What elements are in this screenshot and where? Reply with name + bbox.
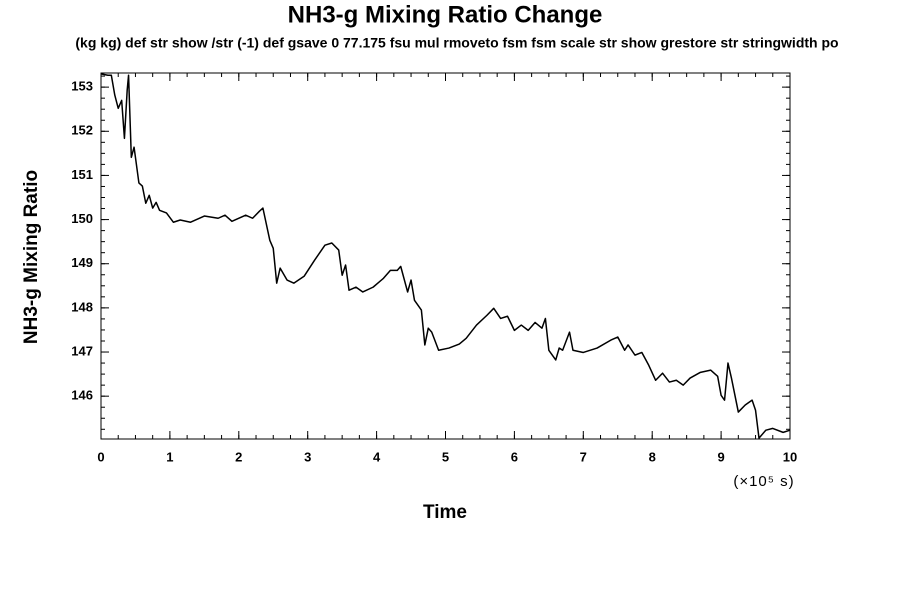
x-tick-label: 6 [511,449,518,464]
x-tick-label: 0 [97,449,104,464]
y-tick-label: 148 [71,299,93,314]
x-tick-label: 8 [649,449,656,464]
chart-subtitle: (kg kg) def str show /str (-1) def gsave… [75,35,838,51]
x-tick-label: 9 [717,449,724,464]
x-tick-label: 10 [783,449,797,464]
x-tick-label: 4 [373,449,381,464]
y-tick-label: 150 [71,211,93,226]
data-line [100,73,791,439]
y-tick-label: 146 [71,388,93,403]
x-tick-label: 5 [442,449,449,464]
chart-title: NH3-g Mixing Ratio Change [288,1,603,28]
x-tick-label: 3 [304,449,311,464]
y-tick-label: 147 [71,343,93,358]
y-tick-label: 151 [71,167,93,182]
y-tick-label: 152 [71,123,93,138]
x-tick-label: 1 [166,449,173,464]
x-tick-label: 2 [235,449,242,464]
x-axis-unit: (×10⁵ s) [733,473,794,490]
x-tick-label: 7 [580,449,587,464]
y-tick-label: 153 [71,79,93,94]
plot-frame [100,72,791,440]
y-axis-label: NH3-g Mixing Ratio [21,170,42,344]
x-axis-label: Time [423,502,467,523]
y-tick-label: 149 [71,255,93,270]
